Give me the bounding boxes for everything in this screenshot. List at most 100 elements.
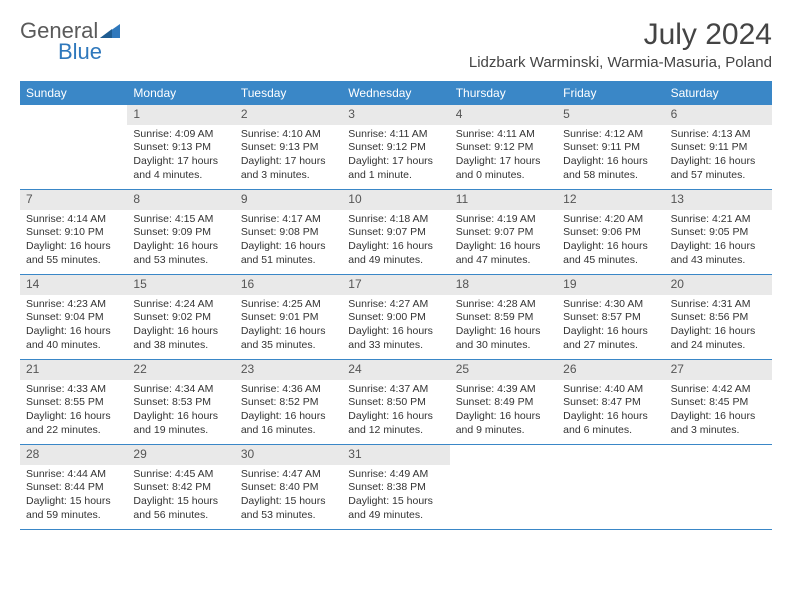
daylight-text: Daylight: 16 hours and 12 minutes.: [348, 410, 443, 437]
day-header-cell: Wednesday: [342, 81, 449, 105]
daylight-text: Daylight: 17 hours and 0 minutes.: [456, 155, 551, 182]
sunset-text: Sunset: 9:11 PM: [563, 141, 658, 155]
daylight-text: Daylight: 16 hours and 38 minutes.: [133, 325, 228, 352]
sunrise-text: Sunrise: 4:49 AM: [348, 468, 443, 482]
calendar-cell: 25Sunrise: 4:39 AMSunset: 8:49 PMDayligh…: [450, 360, 557, 444]
sunset-text: Sunset: 9:12 PM: [348, 141, 443, 155]
daylight-text: Daylight: 16 hours and 33 minutes.: [348, 325, 443, 352]
day-number: 29: [127, 445, 234, 465]
calendar-cell: [557, 445, 664, 529]
sunset-text: Sunset: 8:42 PM: [133, 481, 228, 495]
sunset-text: Sunset: 9:02 PM: [133, 311, 228, 325]
day-number: 7: [20, 190, 127, 210]
brand-part2: Blue: [58, 39, 122, 65]
day-header-cell: Friday: [557, 81, 664, 105]
day-number: 6: [665, 105, 772, 125]
day-number: 14: [20, 275, 127, 295]
daylight-text: Daylight: 15 hours and 56 minutes.: [133, 495, 228, 522]
calendar-cell: 31Sunrise: 4:49 AMSunset: 8:38 PMDayligh…: [342, 445, 449, 529]
day-number: 4: [450, 105, 557, 125]
daylight-text: Daylight: 16 hours and 55 minutes.: [26, 240, 121, 267]
day-number: 16: [235, 275, 342, 295]
day-number: 30: [235, 445, 342, 465]
sunset-text: Sunset: 8:44 PM: [26, 481, 121, 495]
brand-logo: General Blue: [20, 18, 122, 65]
day-number: 24: [342, 360, 449, 380]
calendar-cell: 20Sunrise: 4:31 AMSunset: 8:56 PMDayligh…: [665, 275, 772, 359]
day-header-cell: Sunday: [20, 81, 127, 105]
day-number: 15: [127, 275, 234, 295]
daylight-text: Daylight: 15 hours and 53 minutes.: [241, 495, 336, 522]
sunrise-text: Sunrise: 4:11 AM: [456, 128, 551, 142]
calendar-week: 14 Sunrise: 4:23 AMSunset: 9:04 PM Dayligh…: [20, 275, 772, 360]
daylight-text: Daylight: 16 hours and 53 minutes.: [133, 240, 228, 267]
sunset-text: Sunset: 9:13 PM: [133, 141, 228, 155]
title-block: July 2024 Lidzbark Warminski, Warmia-Mas…: [469, 18, 772, 71]
daylight-text: Daylight: 15 hours and 49 minutes.: [348, 495, 443, 522]
day-header-cell: Tuesday: [235, 81, 342, 105]
day-header-cell: Saturday: [665, 81, 772, 105]
day-number: 11: [450, 190, 557, 210]
sunrise-text: Sunrise: 4:20 AM: [563, 213, 658, 227]
sunrise-text: Sunrise: 4:14 AM: [26, 213, 121, 227]
calendar-cell: [20, 105, 127, 189]
sunset-text: Sunset: 8:55 PM: [26, 396, 121, 410]
daylight-text: Daylight: 16 hours and 43 minutes.: [671, 240, 766, 267]
sunset-text: Sunset: 9:01 PM: [241, 311, 336, 325]
daylight-text: Daylight: 16 hours and 22 minutes.: [26, 410, 121, 437]
calendar-cell: 18Sunrise: 4:28 AMSunset: 8:59 PMDayligh…: [450, 275, 557, 359]
calendar-cell: 10Sunrise: 4:18 AMSunset: 9:07 PMDayligh…: [342, 190, 449, 274]
sunrise-text: Sunrise: 4:17 AM: [241, 213, 336, 227]
day-number: 21: [20, 360, 127, 380]
sunset-text: Sunset: 9:13 PM: [241, 141, 336, 155]
sunrise-text: Sunrise: 4:24 AM: [133, 298, 228, 312]
daylight-text: Daylight: 16 hours and 19 minutes.: [133, 410, 228, 437]
calendar-cell: 24 Sunrise: 4:37 AMSunset: 8:50 PMDayligh…: [342, 360, 449, 444]
daylight-text: Daylight: 16 hours and 30 minutes.: [456, 325, 551, 352]
sunrise-text: Sunrise: 4:13 AM: [671, 128, 766, 142]
sunrise-text: Sunrise: 4:19 AM: [456, 213, 551, 227]
calendar-cell: 4Sunrise: 4:11 AMSunset: 9:12 PMDaylight…: [450, 105, 557, 189]
sunset-text: Sunset: 9:07 PM: [348, 226, 443, 240]
sunset-text: Sunset: 9:11 PM: [671, 141, 766, 155]
sunrise-text: Sunrise: 4:45 AM: [133, 468, 228, 482]
calendar-cell: 8Sunrise: 4:15 AMSunset: 9:09 PMDaylight…: [127, 190, 234, 274]
sunrise-text: Sunrise: 4:40 AM: [563, 383, 658, 397]
calendar-body: 1Sunrise: 4:09 AMSunset: 9:13 PMDaylight…: [20, 105, 772, 530]
day-number: 9: [235, 190, 342, 210]
sunset-text: Sunset: 8:47 PM: [563, 396, 658, 410]
sunrise-text: Sunrise: 4:30 AM: [563, 298, 658, 312]
header: General Blue July 2024 Lidzbark Warminsk…: [20, 18, 772, 71]
calendar-cell: 29 Sunrise: 4:45 AMSunset: 8:42 PMDayligh…: [127, 445, 234, 529]
daylight-text: Daylight: 16 hours and 9 minutes.: [456, 410, 551, 437]
day-number: 26: [557, 360, 664, 380]
sunset-text: Sunset: 8:50 PM: [348, 396, 443, 410]
calendar-week: 1Sunrise: 4:09 AMSunset: 9:13 PMDaylight…: [20, 105, 772, 190]
sunset-text: Sunset: 9:04 PM: [26, 311, 121, 325]
sunrise-text: Sunrise: 4:09 AM: [133, 128, 228, 142]
calendar-cell: 27Sunrise: 4:42 AMSunset: 8:45 PMDayligh…: [665, 360, 772, 444]
sunrise-text: Sunrise: 4:10 AM: [241, 128, 336, 142]
sunset-text: Sunset: 8:52 PM: [241, 396, 336, 410]
sunset-text: Sunset: 8:56 PM: [671, 311, 766, 325]
calendar-cell: 6Sunrise: 4:13 AMSunset: 9:11 PMDaylight…: [665, 105, 772, 189]
day-number: 2: [235, 105, 342, 125]
sunset-text: Sunset: 9:00 PM: [348, 311, 443, 325]
sunrise-text: Sunrise: 4:23 AM: [26, 298, 121, 312]
daylight-text: Daylight: 17 hours and 4 minutes.: [133, 155, 228, 182]
sunrise-text: Sunrise: 4:21 AM: [671, 213, 766, 227]
calendar-cell: 23Sunrise: 4:36 AMSunset: 8:52 PMDayligh…: [235, 360, 342, 444]
month-title: July 2024: [469, 18, 772, 52]
sunrise-text: Sunrise: 4:37 AM: [348, 383, 443, 397]
calendar-cell: [665, 445, 772, 529]
calendar-cell: 14Sunrise: 4:23 AMSunset: 9:04 PMDayligh…: [20, 275, 127, 359]
daylight-text: Daylight: 16 hours and 6 minutes.: [563, 410, 658, 437]
calendar-cell: 1Sunrise: 4:09 AMSunset: 9:13 PMDaylight…: [127, 105, 234, 189]
day-number: 8: [127, 190, 234, 210]
daylight-text: Daylight: 16 hours and 24 minutes.: [671, 325, 766, 352]
sunrise-text: Sunrise: 4:42 AM: [671, 383, 766, 397]
daylight-text: Daylight: 16 hours and 16 minutes.: [241, 410, 336, 437]
sunset-text: Sunset: 8:40 PM: [241, 481, 336, 495]
sunrise-text: Sunrise: 4:28 AM: [456, 298, 551, 312]
calendar-week: 28Sunrise: 4:44 AMSunset: 8:44 PMDayligh…: [20, 445, 772, 530]
